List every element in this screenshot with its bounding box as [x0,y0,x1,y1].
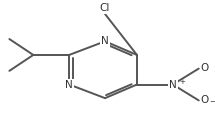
Text: N: N [169,80,177,90]
Text: Cl: Cl [100,3,110,13]
Text: O: O [200,95,209,105]
Text: O: O [200,63,209,73]
Text: −: − [209,99,215,105]
Text: N: N [65,80,73,90]
Text: +: + [179,79,185,85]
Text: N: N [101,36,109,46]
